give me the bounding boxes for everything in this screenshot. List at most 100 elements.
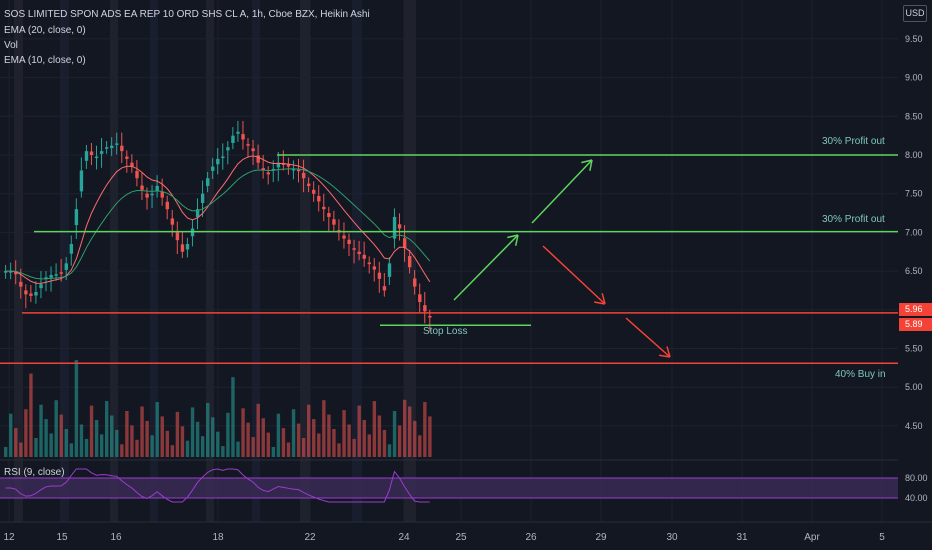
candle-body [418,294,422,303]
candle-body [180,244,185,252]
volume-bar [382,429,387,457]
ema10-legend[interactable]: EMA (10, close, 0) [4,55,86,66]
time-tick-label: 18 [212,532,224,543]
candle-body [170,218,175,225]
volume-bar [362,420,366,457]
volume-bar [286,442,291,457]
arrow-down-1-head [594,301,606,305]
volume-bar [312,419,316,457]
rsi-legend[interactable]: RSI (9, close) [4,467,65,478]
time-tick-label: Apr [804,532,820,543]
time-tick-label: 26 [525,532,537,543]
volume-bar [408,406,412,457]
volume-bar [115,429,119,457]
candle-body [99,151,104,154]
candle-body [216,158,220,165]
arrow-down-2-head [659,354,671,358]
drawn-arrows[interactable] [453,159,671,358]
session-band [352,0,362,522]
price-axis[interactable]: 9.50 9.00 8.50 8.00 7.50 7.00 6.50 5.50 5.00 4.50… [905,34,928,503]
candle-body [342,235,346,239]
arrow-up-2 [531,159,593,224]
candle-body [105,147,109,149]
volume-bar [413,420,417,457]
candle-body [322,206,326,210]
volume-bar [79,424,84,457]
price-tick-label: 6.50 [905,266,923,276]
volume-bar [34,438,38,457]
volume-bar [347,424,351,457]
time-tick-label: 12 [3,532,15,543]
volume-bar [418,435,422,457]
candle-body [286,163,291,167]
volume-bar [256,403,260,457]
volume-bar [185,440,190,457]
volume-bar [180,426,185,457]
rsi-line [5,468,430,503]
time-tick-label: 31 [736,532,748,543]
volume-bar [387,444,392,457]
volume-bar [69,443,74,457]
volume-bar [99,434,104,457]
volume-bar [327,414,331,457]
volume-bar [271,447,276,457]
drawn-levels[interactable] [0,154,898,364]
volume-bar [190,407,195,457]
volume-bar [291,409,296,457]
currency-badge[interactable]: USD [903,5,927,22]
buy-label: 40% Buy in [835,369,886,380]
session-band [14,0,23,522]
candle-body [14,271,18,275]
volume-bar [74,360,79,457]
candle-body [94,156,99,159]
volume-bar [170,445,175,457]
volume-bar [241,408,245,457]
candle-body [428,315,432,318]
rsi-band [0,478,898,498]
session-band [252,0,260,522]
candle-body [89,151,94,155]
candle-body [397,224,402,229]
arrow-down-2 [625,317,671,358]
time-tick-label: 29 [595,532,607,543]
candle-body [4,271,8,273]
candle-body [211,166,215,171]
rsi-tick-label: 40.00 [905,493,928,503]
vol-legend[interactable]: Vol [4,40,18,51]
arrow-down-1-head [601,293,606,305]
volume-bar [29,373,33,457]
price-tick-label: 7.00 [905,227,923,237]
volume-bar [397,425,402,457]
volume-bar [140,406,144,457]
volume-bar [211,417,215,457]
ema20-legend[interactable]: EMA (20, close, 0) [4,25,86,36]
time-tick-label: 22 [304,532,316,543]
price-tag-lower: 5.89 [899,318,932,331]
volume-bar [246,422,250,457]
candle-body [226,147,230,151]
price-tick-label: 4.50 [905,421,923,431]
volume-bar [39,404,43,457]
volume-bar [428,416,432,457]
volume-bar [94,420,99,457]
candle-body [271,168,276,171]
candle-body [150,193,154,196]
candle-body [84,151,89,161]
candle-body [195,209,200,218]
arrow-up-1-head [507,234,519,239]
volume-bar [377,415,382,457]
time-axis[interactable]: 12 15 16 18 22 24 25 26 29 30 31 Apr 5 [0,521,932,543]
volume-bar [89,405,94,457]
session-band [60,0,69,522]
volume-bar [155,402,159,457]
candle-body [362,254,366,259]
candle-body [74,209,79,226]
price-tick-label: 7.50 [905,189,923,199]
candle-body [236,131,240,134]
price-tick-label: 9.50 [905,34,923,44]
candle-body [367,262,371,265]
volume-bar [226,412,230,457]
volume-bar [9,413,13,457]
volume-bar [150,435,154,457]
